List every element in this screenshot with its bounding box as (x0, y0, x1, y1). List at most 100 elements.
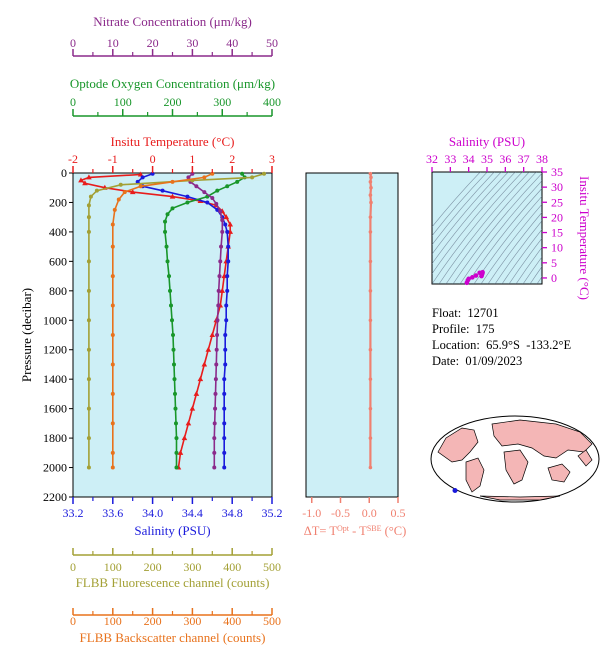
fluorescence-tick-label: 400 (223, 560, 241, 574)
oxygen-point (235, 179, 240, 184)
temperature-tick-label: 0 (150, 152, 156, 166)
delta-t-plot-area (305, 172, 399, 498)
salinity-point (185, 194, 190, 199)
backscatter-point (110, 391, 115, 396)
delta-t-tick-label: 0.0 (362, 506, 377, 520)
map-landmass (491, 419, 593, 459)
fluorescence-tick-label: 0 (70, 560, 76, 574)
delta-t-point (368, 347, 373, 352)
delta-t-point (369, 200, 373, 205)
oxygen-series (163, 171, 247, 470)
temperature-point (185, 420, 192, 426)
delta-t-point (368, 215, 373, 219)
nitrate-point (220, 218, 225, 223)
temperature-tick-label: 3 (269, 152, 275, 166)
density-contour (515, 246, 542, 284)
nitrate-axis-label: Nitrate Concentration (μm/kg) (93, 14, 252, 29)
temperature-point (193, 390, 200, 396)
density-contour (487, 211, 542, 284)
density-contour (536, 276, 542, 284)
fluorescence-tick-label: 100 (104, 560, 122, 574)
nitrate-point (219, 244, 224, 249)
density-contour (459, 180, 542, 284)
delta-t-point (368, 171, 373, 176)
y-tick-label: 600 (49, 254, 67, 268)
y-tick-label: 400 (49, 225, 67, 239)
temperature-tick-label: 2 (229, 152, 235, 166)
oxygen-point (174, 465, 179, 470)
salinity-point (222, 421, 227, 426)
oxygen-point (170, 318, 175, 323)
nitrate-point (213, 391, 218, 396)
nitrate-point (212, 450, 217, 455)
backscatter-point (112, 207, 117, 212)
map-landmass (503, 449, 529, 485)
oxygen-point (168, 288, 173, 293)
fluorescence-point (86, 347, 91, 352)
fluorescence-point (86, 288, 91, 293)
density-contour (529, 266, 542, 284)
density-contour (432, 172, 495, 246)
ts-point (477, 270, 482, 276)
ts-series (464, 269, 485, 286)
backscatter-point (138, 184, 143, 189)
nitrate-point (216, 288, 221, 293)
salinity-tick-label: 35.2 (262, 506, 283, 520)
ts-y-tick-label: 10 (551, 241, 563, 255)
oxygen-point (169, 303, 174, 308)
y-tick-label: 1800 (43, 431, 67, 445)
salinity-point (225, 288, 230, 293)
ts-y-tick-label: 0 (551, 271, 557, 285)
ts-y-tick-label: 35 (551, 165, 563, 179)
fluorescence-point (250, 175, 255, 180)
backscatter-point (170, 179, 175, 184)
float-id: Float: 12701 (432, 306, 499, 320)
density-contour (501, 228, 542, 284)
backscatter-point (110, 244, 115, 249)
oxygen-tick-label: 200 (164, 95, 182, 109)
salinity-point (224, 318, 229, 323)
salinity-point (223, 347, 228, 352)
salinity-point (226, 259, 231, 264)
y-tick-label: 1000 (43, 313, 67, 327)
backscatter-point (110, 362, 115, 367)
backscatter-axis-label: FLBB Backscatter channel (counts) (80, 630, 266, 645)
fluorescence-series (86, 171, 267, 470)
salinity-point (222, 465, 227, 470)
temperature-point (209, 332, 216, 337)
density-contour (432, 172, 523, 284)
delta-t-point (368, 406, 373, 411)
ts-x-tick-label: 34 (463, 152, 475, 166)
oxygen-point (173, 421, 178, 426)
density-contour (432, 172, 516, 275)
nitrate-point (210, 196, 215, 201)
temperature-axis-label: Insitu Temperature (°C) (111, 134, 235, 149)
delta-t-point (368, 436, 373, 440)
fluorescence-point (86, 229, 91, 234)
location: Location: 65.9°S -133.2°E (432, 338, 572, 352)
oxygen-point (174, 450, 179, 455)
delta-t-line (369, 173, 373, 468)
fluorescence-point (118, 182, 123, 187)
ts-y-tick-label: 25 (551, 195, 563, 209)
temperature-point (169, 193, 176, 199)
nitrate-point (217, 274, 222, 279)
profile-number: Profile: 175 (432, 322, 495, 336)
backscatter-point (110, 274, 115, 279)
oxygen-point (171, 362, 176, 367)
salinity-point (223, 333, 228, 337)
fluorescence-point (86, 259, 91, 264)
backscatter-series (110, 171, 215, 470)
salinity-tick-label: 34.0 (142, 506, 163, 520)
ts-point (464, 280, 470, 286)
oxygen-tick-label: 300 (213, 95, 231, 109)
delta-t-point (369, 175, 373, 180)
ts-point (466, 276, 471, 282)
ts-point (470, 275, 475, 280)
oxygen-point (171, 347, 176, 352)
temperature-tick-label: 1 (189, 152, 195, 166)
fluorescence-point (86, 406, 91, 411)
